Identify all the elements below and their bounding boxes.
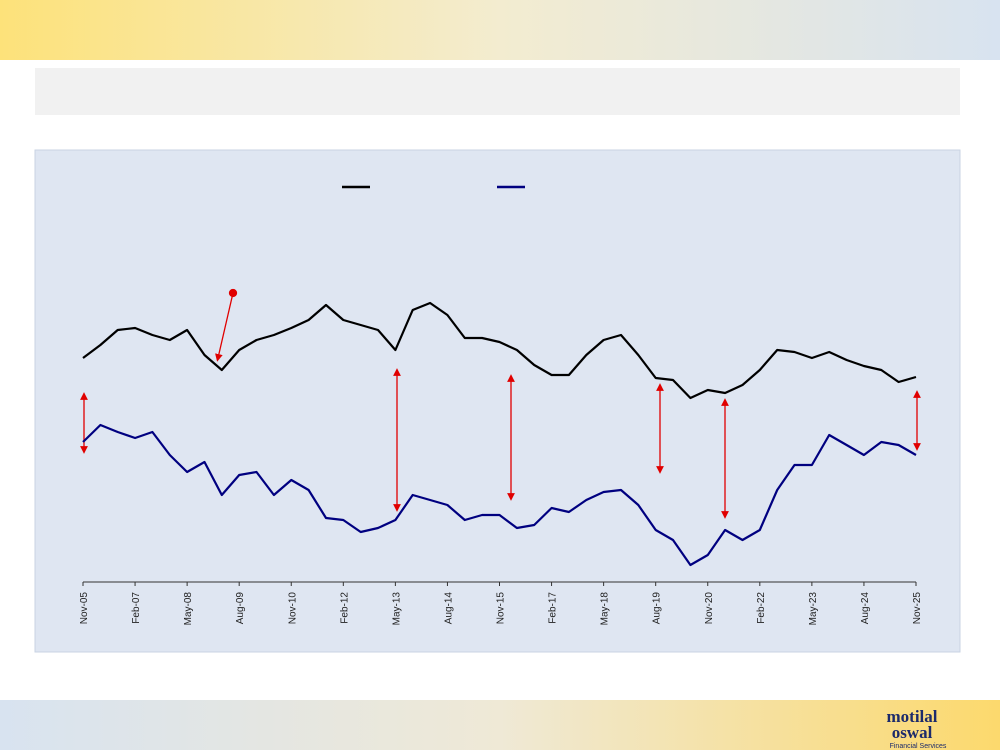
series-line — [82, 301, 917, 400]
x-tick-label: May-13 — [391, 592, 402, 626]
annotation-arrows — [80, 288, 921, 519]
title-box — [35, 68, 960, 115]
x-tick-label: Feb-12 — [339, 592, 350, 624]
x-tick-label: Nov-20 — [704, 592, 715, 625]
x-tick-label: Aug-19 — [652, 592, 663, 625]
footer-band — [0, 700, 1000, 750]
x-tick-label: Aug-09 — [235, 592, 246, 625]
x-tick-label: Aug-24 — [860, 592, 871, 625]
x-tick-label: Nov-15 — [496, 592, 507, 625]
logo-tagline: Financial Services — [890, 743, 947, 750]
logo: motilal oswal Financial Services — [887, 707, 947, 750]
header-band — [0, 0, 1000, 60]
x-tick-label: Nov-25 — [912, 592, 923, 625]
chart-box — [34, 149, 961, 653]
x-tick-label: May-18 — [600, 592, 611, 626]
x-tick-label: Nov-10 — [287, 592, 298, 625]
x-tick-label: Feb-07 — [131, 592, 142, 624]
x-tick-label: May-23 — [808, 592, 819, 626]
x-tick-label: Feb-17 — [548, 592, 559, 624]
x-tick-label: Nov-05 — [79, 592, 90, 625]
x-tick-label: Feb-22 — [756, 592, 767, 624]
series-line — [82, 423, 917, 567]
logo-text: motilal — [887, 707, 938, 726]
x-tick-label: May-08 — [183, 592, 194, 626]
annotation-arrow — [215, 292, 234, 362]
x-tick-label: Aug-14 — [443, 592, 454, 625]
logo-text: oswal — [892, 723, 933, 742]
